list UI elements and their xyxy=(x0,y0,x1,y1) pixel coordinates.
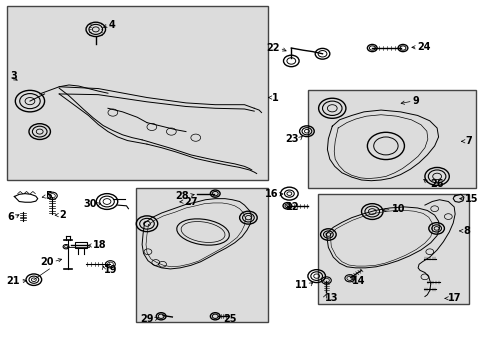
Bar xyxy=(75,242,87,248)
Text: 27: 27 xyxy=(183,197,197,207)
Text: 2: 2 xyxy=(59,210,66,220)
Text: 12: 12 xyxy=(285,202,299,212)
Text: 6: 6 xyxy=(8,212,14,222)
Text: 16: 16 xyxy=(264,189,278,199)
Bar xyxy=(317,194,468,304)
Text: 29: 29 xyxy=(140,314,154,324)
Bar xyxy=(136,188,267,321)
Text: 23: 23 xyxy=(285,134,299,144)
Text: 25: 25 xyxy=(223,314,236,324)
Text: 13: 13 xyxy=(325,293,338,303)
Text: 26: 26 xyxy=(429,179,443,189)
Text: 21: 21 xyxy=(7,276,20,286)
Text: 8: 8 xyxy=(462,226,469,236)
Text: 20: 20 xyxy=(40,257,53,267)
Text: 17: 17 xyxy=(447,293,461,303)
Bar xyxy=(6,6,267,180)
Text: 10: 10 xyxy=(391,204,405,215)
Text: 28: 28 xyxy=(175,191,188,201)
Text: 24: 24 xyxy=(417,42,430,52)
Text: 9: 9 xyxy=(412,96,419,106)
Text: 30: 30 xyxy=(83,199,97,210)
Text: 14: 14 xyxy=(351,276,365,286)
Text: 22: 22 xyxy=(265,43,279,53)
Bar xyxy=(307,90,475,188)
Text: 5: 5 xyxy=(45,192,52,202)
Text: 7: 7 xyxy=(464,136,471,146)
Text: 18: 18 xyxy=(93,240,107,250)
Text: 19: 19 xyxy=(104,265,117,275)
Text: 1: 1 xyxy=(271,93,278,103)
Text: 3: 3 xyxy=(10,71,17,81)
Text: 11: 11 xyxy=(295,280,308,291)
Text: 15: 15 xyxy=(464,194,477,204)
Text: 4: 4 xyxy=(109,20,116,30)
